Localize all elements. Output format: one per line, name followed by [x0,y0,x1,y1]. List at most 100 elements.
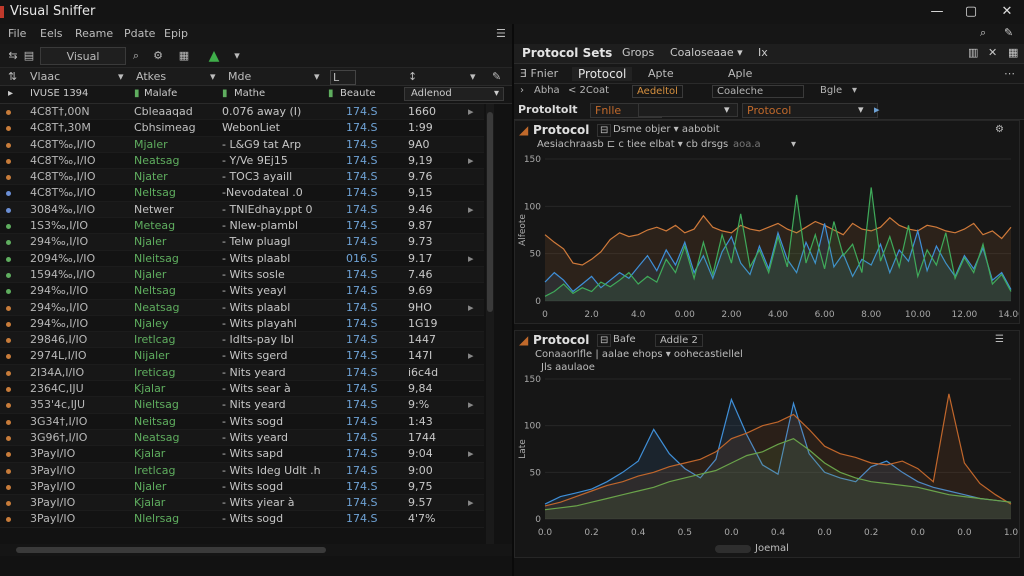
column-header[interactable]: Mde [228,70,252,83]
filter-option[interactable]: < 2Coat [568,85,610,96]
table-row[interactable]: 3G34†,I/IO Neitsag - Wits sogd 174.S 1:43 [0,413,484,430]
menu-view[interactable]: Reame [75,27,114,40]
table-row[interactable]: 1S3‰,I/IO Meteag - Nlew-plambl 174.S 9.87 [0,218,484,235]
hamburger-icon[interactable]: ☰ [496,27,506,40]
column-sort-icon[interactable]: ▾ [210,70,216,83]
table-row[interactable]: 4C8T‰,I/IO Mjaler - L&G9 tat Arp 174.S 9A0 [0,136,484,153]
toggle-icon[interactable]: › [520,85,524,96]
table-row[interactable]: 4C8T†,30M Cbhsimeag WebonLiet 174.S 1:99 [0,120,484,137]
settings-icon[interactable]: ⚙ [995,124,1004,135]
row-expand-icon[interactable]: ▸ [468,153,474,167]
chevron-down-icon[interactable]: ▾ [791,139,797,150]
options-icon[interactable]: ⚙ [153,49,163,62]
chevron-down-icon[interactable]: ▾ [494,88,500,99]
chevron-down-icon[interactable]: ▾ [858,103,864,116]
row-expand-icon[interactable]: ▸ [468,496,474,510]
filter-checkbox[interactable]: ▮ [222,88,228,99]
filter-dropdown[interactable]: Adlenod [404,87,504,101]
scrollbar-thumb[interactable] [16,547,326,553]
table-row[interactable]: 3G96†,I/IO Neatsag - Wits yeard 174.S 1744 [0,429,484,447]
menu-update[interactable]: Pdate [124,27,156,40]
filter-option[interactable]: Aedeltol [632,85,683,98]
minimize-button[interactable]: — [930,4,944,19]
filter-icon[interactable]: ▤ [23,49,35,62]
tab-groups[interactable]: Grops [622,46,655,59]
table-row[interactable]: 3PayI/IO Iretlcag - Wits Ideg Udlt .h 174.S… [0,462,484,479]
column-header[interactable]: L [330,70,357,85]
row-expand-icon[interactable]: ▸ [468,447,474,461]
expand-arrow-icon[interactable]: ▸ [8,88,14,99]
table-row[interactable]: 3PayI/IO Nlelrsag - Wits sogd 174.S 4'7% [0,511,484,528]
column-header[interactable]: Atkes [136,70,167,83]
column-sort-icon[interactable]: ▾ [118,70,124,83]
pin-icon[interactable]: ✎ [1004,26,1014,39]
table-row[interactable]: 2364C,IJU Kjalar - Wits sear à 174.S 9,84 [0,381,484,398]
menu-help[interactable]: Epip [164,27,188,40]
row-expand-icon[interactable]: ▸ [468,349,474,363]
chart-tab[interactable]: Addle 2 [655,334,703,347]
tab-ix[interactable]: Ix [758,46,768,59]
filter-option[interactable]: Coaleche [712,85,805,98]
table-row[interactable]: 353'4c,IJU Nieltsag - Nits yeard 174.S 9:% ▸ [0,397,484,414]
table-row[interactable]: 2974L,I/IO Nijaler - Wits sgerd 174.S 147I ▸ [0,348,484,365]
expand-icon[interactable]: ↕ [408,70,418,83]
chevron-down-icon[interactable]: ▾ [724,103,730,116]
column-header[interactable]: Vlaac [30,70,61,83]
menu-icon[interactable]: ☰ [995,334,1004,345]
pane-divider[interactable] [512,24,514,576]
layout-icon[interactable]: ▥ [968,46,979,59]
menu-file[interactable]: File [8,27,27,40]
grid-icon[interactable]: ▦ [1008,46,1019,59]
filter-checkbox[interactable]: ▮ [134,88,140,99]
table-row[interactable]: 294‰,I/IO Neltsag - Wits yeayl 174.S 9.69 [0,283,484,300]
capture-button[interactable]: Visual Sniffer [40,47,126,81]
interface-icon[interactable]: ⇆ [8,49,18,62]
tab-protocol-sets[interactable]: Protocol Sets [522,46,613,60]
row-expand-icon[interactable]: ▸ [468,300,474,314]
row-expand-icon[interactable]: ▸ [468,202,474,216]
table-row[interactable]: 294‰,I/IO Neatsag - Wits plaabl 174.S 9HO ▸ [0,299,484,316]
search-icon[interactable]: ⌕ [980,26,987,39]
column-sort-icon[interactable]: ▾ [314,70,320,83]
table-row[interactable]: 3PayI/IO Kjalar - Wits yiear à 174.S 9.57 ▸ [0,495,484,512]
table-row[interactable]: 2I34A,I/IO Ireticag - Nits yeard 174.S i6c4d [0,364,484,382]
vertical-scrollbar[interactable] [486,104,494,544]
maximize-button[interactable]: ▢ [964,4,978,19]
menu-edit[interactable]: Eels [40,27,63,40]
save-icon[interactable]: ▦ [178,49,190,62]
table-row[interactable]: 2094‰,I/IO Nleitsag - Wits plaabl 016.S 9.17… [0,250,484,267]
filter-option[interactable]: Abha [534,85,560,96]
chart-option[interactable]: ⊟ [597,124,612,137]
filter-field[interactable]: Beaute [340,88,376,99]
upload-arrow-icon[interactable]: ▲ [208,48,220,64]
row-expand-icon[interactable]: ▸ [468,251,474,265]
more-icon[interactable]: ⋯ [1004,67,1015,80]
tab-protocol[interactable]: Protocol [572,67,633,81]
table-row[interactable]: 29846,I/IO Iretlcag - Idlts-pay Ibl 174.S 14… [0,332,484,349]
filter-checkbox[interactable]: ▮ [328,88,334,99]
scrollbar-thumb[interactable] [487,112,493,312]
sort-icon[interactable]: ⇅ [8,70,18,83]
table-row[interactable]: 4C8T†,00N Cbleaaqad 0.076 away (I) 174.S 166… [0,104,484,121]
column-menu-icon[interactable]: ▾ [470,70,476,83]
filter-field[interactable]: Mathe [234,88,266,99]
table-row[interactable]: 4C8T‰,I/IO Neatsag - Y/Ve 9Ej15 174.S 9,19 ▸ [0,152,484,170]
filter-field[interactable]: Malafe [144,88,178,99]
tab-coalesce[interactable]: Coaloseaae ▾ [670,46,743,59]
tab-apte[interactable]: Apte [648,67,674,80]
column-settings-icon[interactable]: ✎ [492,70,502,83]
chart-tab[interactable]: Bafe [613,334,636,345]
table-row[interactable]: 294‰,I/IO Njaler - Telw pluagl 174.S 9.73 [0,234,484,251]
table-row[interactable]: 4C8T‰,I/IO Njater - TOC3 ayaill 174.S 9.76 [0,169,484,186]
table-row[interactable]: 4C8T‰,I/IO Neltsag -Nevodateal .0 174.S 9,15 [0,185,484,202]
close-button[interactable]: ✕ [1001,4,1013,19]
close-panel-icon[interactable]: ✕ [988,46,998,59]
filter-field[interactable]: IVUSE 1394 [30,88,89,99]
tab-filter[interactable]: Ǝ Fnier [520,67,559,80]
table-row[interactable]: 3084‰,I/IO Netwer - TNIEdhay.ppt 0 174.S 9.4… [0,201,484,219]
table-row[interactable]: 1594‰,I/IO Njaler - Wits sosle 174.S 7.46 [0,266,484,284]
chevron-down-icon[interactable]: ▾ [234,49,240,62]
filter-option[interactable]: Bgle [820,85,843,96]
chevron-down-icon[interactable]: ▾ [852,85,858,96]
table-row[interactable]: 294‰,I/IO Njaley - Wits playahl 174.S 1G19 [0,315,484,333]
